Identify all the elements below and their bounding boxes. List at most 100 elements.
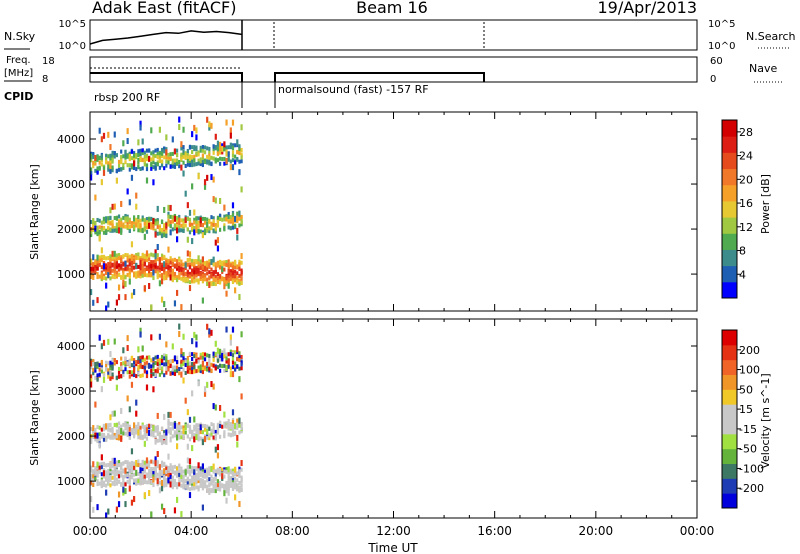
power-cell	[94, 230, 97, 235]
power-cell	[178, 257, 181, 262]
power-cell	[150, 252, 153, 257]
velocity-cell	[163, 440, 166, 445]
velocity-cell	[223, 469, 226, 474]
x-tick-label-0: 00:00	[73, 524, 108, 538]
power-cell	[221, 217, 224, 222]
power-cell	[102, 166, 106, 171]
velocity-cell	[186, 359, 189, 364]
velocity-cell	[156, 438, 159, 443]
power-cell	[175, 152, 179, 157]
velocity-cell-sparse	[167, 453, 170, 460]
power-cell	[175, 264, 179, 269]
velocity-cell	[184, 478, 187, 483]
velocity-cell	[234, 361, 237, 366]
velocity-cell	[107, 432, 110, 437]
power-cbar-swatch-8	[722, 152, 737, 170]
velocity-cell	[225, 466, 228, 471]
velocity-cell	[98, 432, 101, 437]
power-cell	[117, 263, 121, 268]
velocity-cell	[178, 482, 181, 487]
velocity-cell-sparse	[135, 469, 138, 476]
power-cell	[126, 154, 129, 159]
velocity-cell	[167, 429, 170, 434]
velocity-cell	[221, 350, 224, 355]
velocity-cell	[171, 465, 174, 470]
power-cell-sparse	[135, 203, 138, 210]
velocity-cell	[100, 427, 103, 432]
velocity-cell-sparse	[163, 413, 166, 420]
power-cell	[130, 149, 134, 154]
y-tick-label-1000: 1000	[57, 268, 85, 281]
power-cell	[206, 271, 209, 276]
velocity-cell-sparse	[197, 380, 200, 387]
power-cell	[212, 216, 215, 221]
velocity-cell	[115, 477, 118, 482]
velocity-cell	[191, 465, 194, 470]
power-cell-sparse	[120, 200, 123, 207]
velocity-cell	[238, 351, 241, 356]
power-cell	[130, 165, 134, 170]
velocity-cell	[182, 479, 185, 484]
power-cell-sparse	[208, 281, 211, 288]
velocity-cell	[160, 471, 164, 476]
velocity-cell	[90, 365, 93, 370]
power-cell-sparse	[160, 272, 164, 279]
velocity-cell	[150, 479, 153, 484]
velocity-cell	[188, 472, 192, 477]
power-cell	[203, 262, 207, 267]
power-cell-sparse	[156, 244, 159, 251]
power-cell-sparse	[191, 131, 194, 138]
velocity-cell	[225, 352, 228, 357]
velocity-cell-sparse	[210, 329, 213, 336]
velocity-cell	[191, 485, 194, 490]
power-cell	[150, 161, 153, 166]
velocity-cell	[171, 358, 174, 363]
power-cell-sparse	[188, 209, 192, 216]
velocity-cell	[212, 435, 215, 440]
velocity-cell	[124, 459, 127, 464]
velocity-cell	[90, 374, 93, 379]
velocity-cell	[102, 427, 106, 432]
power-cell	[96, 258, 99, 263]
power-cell	[117, 214, 121, 219]
velocity-cell	[169, 359, 172, 364]
velocity-cell	[92, 469, 95, 474]
velocity-cell-sparse	[210, 465, 213, 472]
power-cell	[90, 261, 93, 266]
velocity-cell	[98, 462, 101, 467]
velocity-cell	[193, 482, 196, 487]
power-cell-sparse	[221, 266, 224, 273]
velocity-cell	[197, 431, 200, 436]
power-cell	[98, 262, 101, 267]
velocity-cell	[160, 434, 164, 439]
power-cell-sparse	[135, 192, 138, 199]
power-cell	[150, 264, 153, 269]
velocity-cell-sparse	[160, 485, 164, 492]
velocity-cell	[109, 461, 112, 466]
power-cell	[199, 148, 202, 153]
power-cell	[188, 163, 192, 168]
power-cell	[227, 274, 230, 279]
power-cell	[225, 282, 228, 287]
velocity-cell	[94, 437, 97, 442]
power-cell-sparse	[231, 164, 235, 171]
velocity-cell	[126, 370, 129, 375]
nsky-tick-top: 10^5	[59, 19, 86, 30]
power-cell-sparse	[96, 297, 99, 304]
velocity-cell	[214, 351, 217, 356]
power-cell	[180, 223, 183, 228]
power-cell	[109, 160, 112, 165]
power-cell-sparse	[109, 144, 112, 151]
velocity-cell	[197, 487, 200, 492]
velocity-cell-sparse	[137, 429, 140, 436]
power-cell	[178, 228, 181, 233]
power-cell	[137, 215, 140, 220]
velocity-cell	[210, 428, 213, 433]
power-cell	[152, 165, 155, 170]
power-cell	[148, 148, 151, 153]
power-cell	[221, 260, 224, 265]
power-cell	[113, 262, 116, 267]
power-cell	[143, 218, 146, 223]
power-cell	[188, 271, 192, 276]
power-cell	[148, 264, 151, 269]
